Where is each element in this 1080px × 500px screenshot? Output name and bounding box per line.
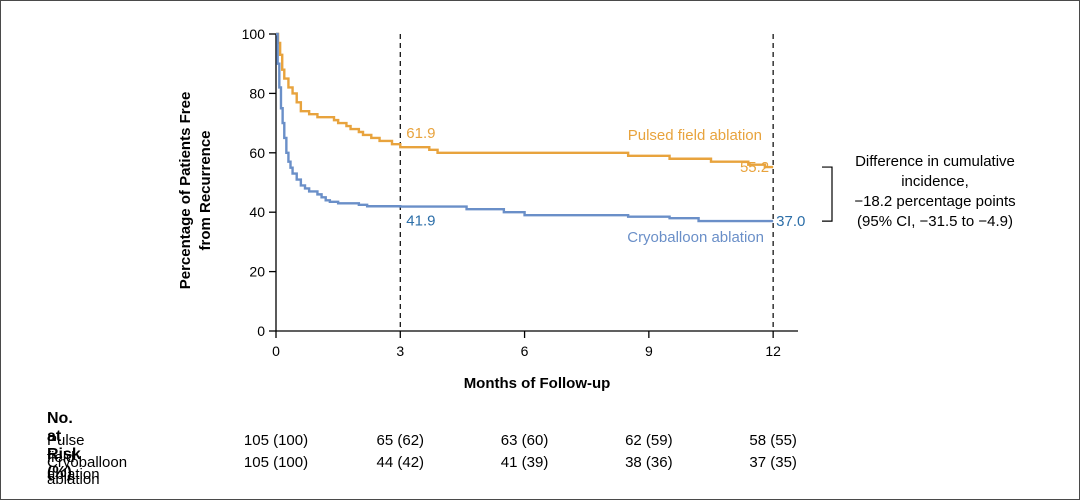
x-axis-title: Months of Follow-up — [464, 375, 611, 392]
cryoballoon-value-month-3: 41.9 — [406, 213, 435, 230]
chart-axes: 0 20 40 60 80 100 0 3 6 9 12 Months of Follow-up Per… — [177, 26, 798, 392]
annotation-line: incidence, — [901, 173, 969, 190]
risk-cell: 58 (55) — [749, 432, 797, 449]
difference-annotation: Difference in cumulative incidence, −18.2 … — [822, 153, 1016, 230]
y-tick-label: 20 — [249, 264, 265, 280]
series-group — [276, 32, 774, 223]
y-tick-label: 100 — [242, 26, 266, 42]
cryoballoon-value-month-12: 37.0 — [776, 213, 805, 230]
risk-cell: 65 (62) — [376, 432, 425, 449]
risk-cell: 105 (100) — [243, 454, 309, 471]
x-tick-label: 3 — [396, 343, 404, 359]
y-axis-title: Percentage of Patients Free from Recurren… — [177, 92, 214, 290]
series-labels: 61.9 55.2 41.9 37.0 Pulsed field ablation Cry… — [406, 125, 805, 246]
y-axis-title-line: from Recurrence — [197, 130, 214, 250]
y-tick-label: 40 — [249, 204, 265, 220]
x-tick-label: 6 — [521, 343, 529, 359]
y-axis-title-line: Percentage of Patients Free — [177, 92, 194, 290]
risk-cell: 62 (59) — [625, 432, 673, 449]
difference-bracket — [822, 166, 833, 222]
risk-cell: 37 (35) — [749, 454, 797, 471]
pulsed-field-value-month-12: 55.2 — [740, 159, 769, 176]
pulsed-field-value-month-3: 61.9 — [406, 125, 435, 142]
annotation-line: −18.2 percentage points — [854, 193, 1015, 210]
cryoballoon-series-name: Cryoballoon ablation — [627, 229, 764, 246]
risk-row-label: Cryoballoon ablation — [47, 454, 128, 488]
annotation-line: (95% CI, −31.5 to −4.9) — [857, 213, 1013, 230]
y-tick-label: 60 — [249, 145, 265, 161]
pulsed-field-curve — [276, 32, 774, 169]
annotation-line: Difference in cumulative — [855, 153, 1015, 170]
risk-cell: 63 (60) — [500, 432, 549, 449]
risk-cell: 44 (42) — [376, 454, 425, 471]
x-tick-label: 0 — [272, 343, 280, 359]
risk-table-title: No. at Risk (%) — [47, 410, 81, 481]
risk-cell: 105 (100) — [243, 432, 309, 449]
x-tick-label: 9 — [645, 343, 653, 359]
risk-cell: 38 (36) — [625, 454, 673, 471]
y-tick-label: 80 — [249, 85, 265, 101]
risk-cell: 41 (39) — [500, 454, 549, 471]
y-tick-label: 0 — [257, 323, 265, 339]
reference-lines — [399, 34, 774, 331]
risk-row-label: Pulse field ablation — [47, 432, 100, 483]
x-tick-label: 12 — [765, 343, 781, 359]
pulsed-field-series-name: Pulsed field ablation — [628, 127, 762, 144]
cryoballoon-curve — [276, 32, 774, 223]
